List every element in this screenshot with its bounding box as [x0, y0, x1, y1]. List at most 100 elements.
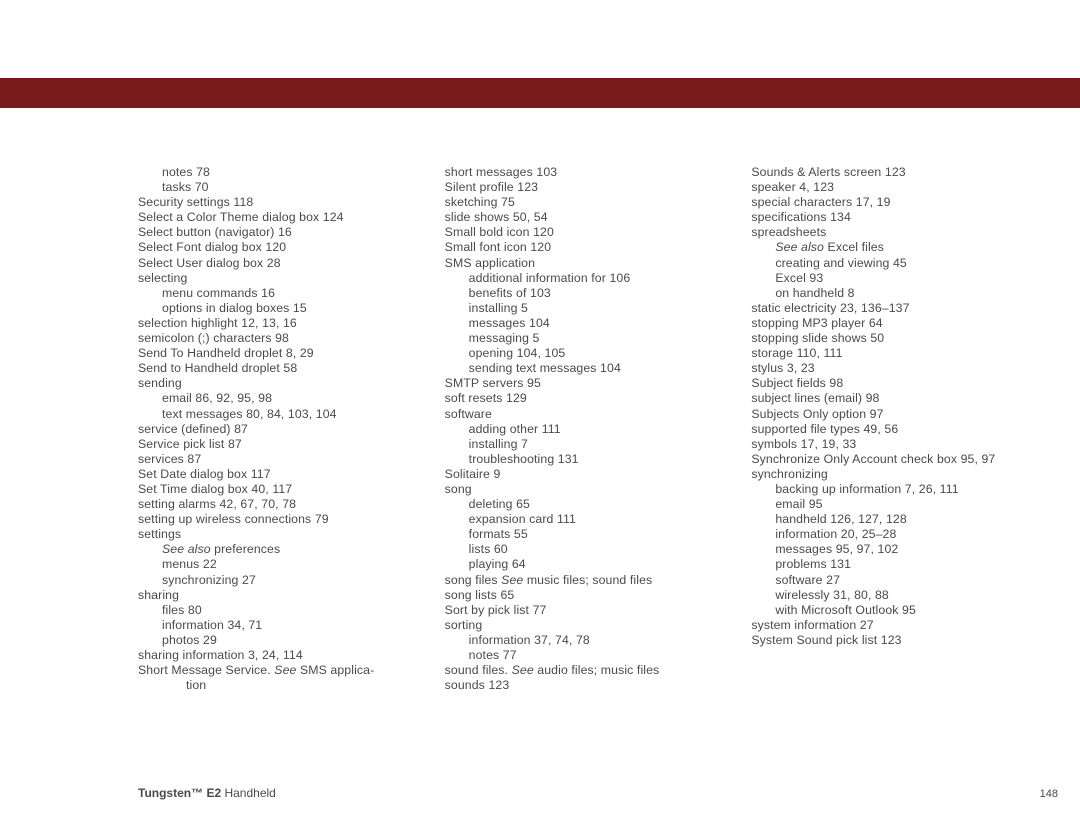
index-entry: See also preferences [138, 542, 445, 557]
index-entry: stopping slide shows 50 [751, 331, 1058, 346]
index-entry: Sounds & Alerts screen 123 [751, 165, 1058, 180]
index-content: notes 78tasks 70Security settings 118 Sel… [138, 165, 1058, 693]
index-entry: stylus 3, 23 [751, 361, 1058, 376]
index-entry: tion [138, 678, 445, 693]
index-entry: expansion card 111 [445, 512, 752, 527]
index-entry: slide shows 50, 54 [445, 210, 752, 225]
index-entry: song files See music files; sound files [445, 573, 752, 588]
index-entry: See also Excel files [751, 240, 1058, 255]
index-entry: troubleshooting 131 [445, 452, 752, 467]
index-entry: Excel 93 [751, 271, 1058, 286]
page-footer: Tungsten™ E2 Handheld 148 [138, 786, 1058, 800]
index-entry: sharing information 3, 24, 114 [138, 648, 445, 663]
footer-product-rest: Handheld [221, 786, 276, 800]
index-entry: installing 5 [445, 301, 752, 316]
index-entry: Select User dialog box 28 [138, 256, 445, 271]
index-entry: Select Font dialog box 120 [138, 240, 445, 255]
index-entry: on handheld 8 [751, 286, 1058, 301]
index-entry: messaging 5 [445, 331, 752, 346]
index-entry: soft resets 129 [445, 391, 752, 406]
index-entry: storage 110, 111 [751, 346, 1058, 361]
index-entry: information 37, 74, 78 [445, 633, 752, 648]
header-bar [0, 78, 1080, 108]
index-entry: selection highlight 12, 13, 16 [138, 316, 445, 331]
index-entry: SMS application [445, 256, 752, 271]
footer-product-bold: Tungsten™ E2 [138, 786, 221, 800]
index-entry: symbols 17, 19, 33 [751, 437, 1058, 452]
index-entry: settings [138, 527, 445, 542]
index-entry: Synchronize Only Account check box 95, 9… [751, 452, 1058, 467]
index-entry: opening 104, 105 [445, 346, 752, 361]
index-entry: short messages 103 [445, 165, 752, 180]
index-entry: Small font icon 120 [445, 240, 752, 255]
index-entry: song [445, 482, 752, 497]
index-entry: selecting [138, 271, 445, 286]
index-entry: menus 22 [138, 557, 445, 572]
index-entry: System Sound pick list 123 [751, 633, 1058, 648]
index-entry: with Microsoft Outlook 95 [751, 603, 1058, 618]
index-entry: Select button (navigator) 16 [138, 225, 445, 240]
index-column-3: Sounds & Alerts screen 123speaker 4, 123… [751, 165, 1058, 693]
index-entry: stopping MP3 player 64 [751, 316, 1058, 331]
footer-product: Tungsten™ E2 Handheld [138, 786, 276, 800]
index-entry: synchronizing [751, 467, 1058, 482]
index-entry: subject lines (email) 98 [751, 391, 1058, 406]
index-entry: formats 55 [445, 527, 752, 542]
index-entry: Service pick list 87 [138, 437, 445, 452]
index-entry: system information 27 [751, 618, 1058, 633]
index-entry: service (defined) 87 [138, 422, 445, 437]
index-entry: software [445, 407, 752, 422]
index-entry: supported file types 49, 56 [751, 422, 1058, 437]
index-entry: synchronizing 27 [138, 573, 445, 588]
index-entry: speaker 4, 123 [751, 180, 1058, 195]
index-entry: tasks 70 [138, 180, 445, 195]
index-entry: options in dialog boxes 15 [138, 301, 445, 316]
index-entry: services 87 [138, 452, 445, 467]
index-entry: email 86, 92, 95, 98 [138, 391, 445, 406]
index-entry: deleting 65 [445, 497, 752, 512]
index-entry: sketching 75 [445, 195, 752, 210]
index-entry: playing 64 [445, 557, 752, 572]
index-column-1: notes 78tasks 70Security settings 118 Sel… [138, 165, 445, 693]
index-entry: SMTP servers 95 [445, 376, 752, 391]
index-entry: Set Time dialog box 40, 117 [138, 482, 445, 497]
index-entry: wirelessly 31, 80, 88 [751, 588, 1058, 603]
index-entry: Send To Handheld droplet 8, 29 [138, 346, 445, 361]
index-entry: backing up information 7, 26, 111 [751, 482, 1058, 497]
index-entry: semicolon (;) characters 98 [138, 331, 445, 346]
index-entry: creating and viewing 45 [751, 256, 1058, 271]
index-entry: benefits of 103 [445, 286, 752, 301]
index-entry: photos 29 [138, 633, 445, 648]
index-entry: sounds 123 [445, 678, 752, 693]
index-entry: messages 104 [445, 316, 752, 331]
index-entry: special characters 17, 19 [751, 195, 1058, 210]
index-entry: song lists 65 [445, 588, 752, 603]
index-entry: spreadsheets [751, 225, 1058, 240]
index-entry: Small bold icon 120 [445, 225, 752, 240]
index-entry: notes 77 [445, 648, 752, 663]
index-entry: Security settings 118 [138, 195, 445, 210]
index-entry: sending text messages 104 [445, 361, 752, 376]
index-entry: sending [138, 376, 445, 391]
index-entry: email 95 [751, 497, 1058, 512]
index-entry: messages 95, 97, 102 [751, 542, 1058, 557]
index-entry: sound files. See audio files; music file… [445, 663, 752, 678]
index-entry: installing 7 [445, 437, 752, 452]
index-entry: sharing [138, 588, 445, 603]
index-entry: sorting [445, 618, 752, 633]
index-entry: setting up wireless connections 79 [138, 512, 445, 527]
footer-page-number: 148 [1040, 788, 1058, 800]
index-entry: Sort by pick list 77 [445, 603, 752, 618]
index-entry: information 34, 71 [138, 618, 445, 633]
index-entry: Subjects Only option 97 [751, 407, 1058, 422]
index-entry: Short Message Service. See SMS applica- [138, 663, 445, 678]
index-entry: notes 78 [138, 165, 445, 180]
index-entry: text messages 80, 84, 103, 104 [138, 407, 445, 422]
index-entry: information 20, 25–28 [751, 527, 1058, 542]
index-column-2: short messages 103Silent profile 123sket… [445, 165, 752, 693]
index-entry: lists 60 [445, 542, 752, 557]
index-entry: Solitaire 9 [445, 467, 752, 482]
index-entry: setting alarms 42, 67, 70, 78 [138, 497, 445, 512]
index-entry: problems 131 [751, 557, 1058, 572]
index-entry: Send to Handheld droplet 58 [138, 361, 445, 376]
